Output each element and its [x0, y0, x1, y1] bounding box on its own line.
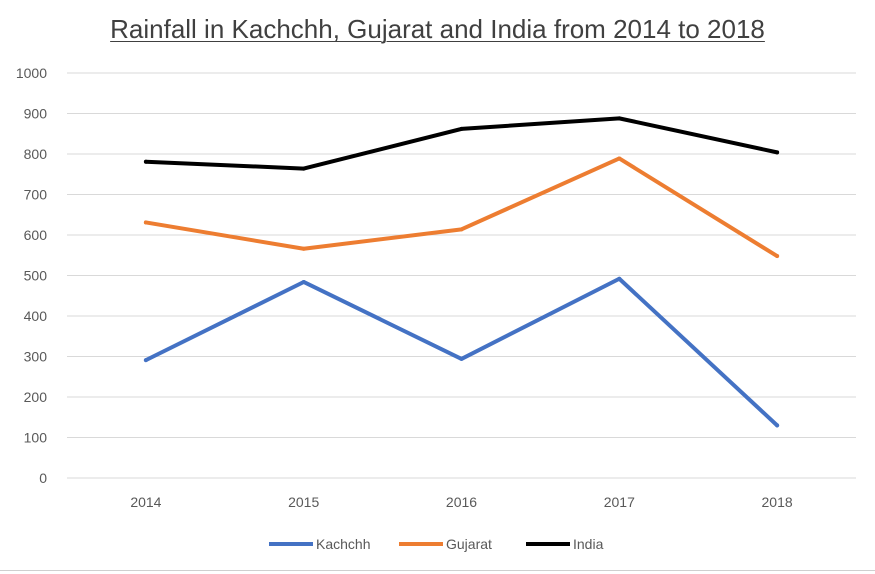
- series-line-india: [143, 116, 780, 171]
- y-tick-label: 700: [24, 187, 48, 203]
- series-kachchh: [143, 276, 780, 428]
- data-point-india: [459, 126, 464, 131]
- data-point-gujarat: [459, 227, 464, 232]
- x-tick-label: 2015: [288, 494, 319, 510]
- y-tick-label: 900: [24, 106, 48, 122]
- data-point-kachchh: [301, 279, 306, 284]
- data-point-india: [617, 116, 622, 121]
- series-line-kachchh: [143, 276, 780, 428]
- legend-label: Gujarat: [446, 536, 492, 552]
- x-tick-label: 2016: [446, 494, 477, 510]
- x-tick-label: 2014: [130, 494, 161, 510]
- y-tick-label: 400: [24, 308, 48, 324]
- legend-label: Kachchh: [316, 536, 370, 552]
- legend-item-india: India: [526, 536, 604, 552]
- data-point-kachchh: [143, 358, 148, 363]
- series-india: [143, 116, 780, 171]
- chart-title: Rainfall in Kachchh, Gujarat and India f…: [110, 14, 765, 44]
- data-point-gujarat: [775, 254, 780, 259]
- y-tick-label: 0: [39, 470, 47, 486]
- y-tick-label: 600: [24, 227, 48, 243]
- series-line-gujarat: [143, 156, 780, 259]
- data-point-kachchh: [617, 276, 622, 281]
- x-tick-label: 2018: [762, 494, 793, 510]
- legend: Kachchh Gujarat India: [269, 536, 604, 552]
- y-tick-label: 500: [24, 268, 48, 284]
- data-point-gujarat: [143, 220, 148, 225]
- legend-item-kachchh: Kachchh: [269, 536, 370, 552]
- x-tick-label: 2017: [604, 494, 635, 510]
- legend-item-gujarat: Gujarat: [399, 536, 492, 552]
- x-axis-labels: 2014 2015 2016 2017 2018: [130, 494, 793, 510]
- legend-label: India: [573, 536, 604, 552]
- data-point-kachchh: [775, 423, 780, 428]
- y-tick-label: 200: [24, 389, 48, 405]
- y-axis-labels: 0 100 200 300 400 500 600 700 800 900 1000: [16, 65, 47, 486]
- y-tick-label: 300: [24, 349, 48, 365]
- data-point-india: [775, 150, 780, 155]
- data-point-kachchh: [459, 356, 464, 361]
- data-point-gujarat: [301, 246, 306, 251]
- series-gujarat: [143, 156, 780, 259]
- y-tick-label: 1000: [16, 65, 47, 81]
- data-point-india: [143, 159, 148, 164]
- y-tick-label: 100: [24, 430, 48, 446]
- data-point-gujarat: [617, 156, 622, 161]
- gridlines: [67, 72, 856, 479]
- data-point-india: [301, 166, 306, 171]
- bottom-divider: [0, 570, 875, 571]
- y-tick-label: 800: [24, 146, 48, 162]
